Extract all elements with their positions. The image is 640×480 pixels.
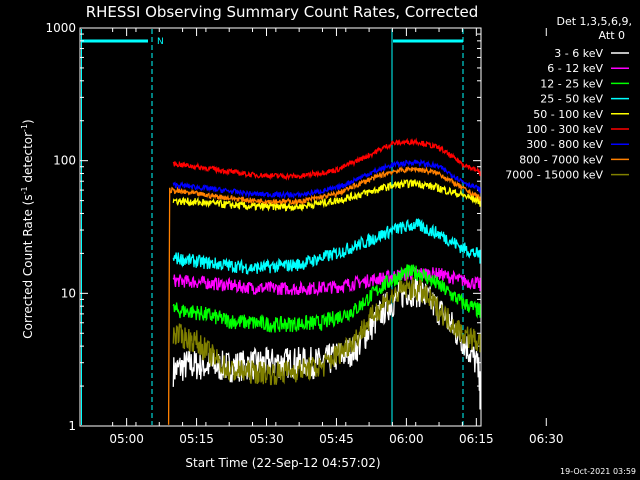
x-tick-label: 06:30 xyxy=(529,432,564,446)
series-line-7 xyxy=(167,165,481,425)
legend-label: 6 - 12 keV xyxy=(547,62,603,75)
series-line-1 xyxy=(172,266,481,297)
legend-label: 3 - 6 keV xyxy=(554,47,603,60)
plot-area: N xyxy=(79,27,547,427)
legend-header-line2: Att 0 xyxy=(599,29,625,42)
x-tick-label: 05:30 xyxy=(249,432,284,446)
chart-title: RHESSI Observing Summary Count Rates, Co… xyxy=(86,3,479,21)
plot-frame xyxy=(79,27,482,427)
legend-label: 50 - 100 keV xyxy=(533,108,603,121)
night-marker-label: N xyxy=(157,37,164,47)
series-line-6 xyxy=(172,158,481,200)
legend-label: 25 - 50 keV xyxy=(540,93,603,106)
x-tick-label: 05:45 xyxy=(319,432,354,446)
series-line-2 xyxy=(172,264,481,333)
series-line-8 xyxy=(172,277,481,386)
series-line-3 xyxy=(172,217,481,276)
y-tick-label: 10 xyxy=(61,286,76,300)
y-tick-label: 1000 xyxy=(45,21,76,35)
legend: Det 1,3,5,6,9, Att 0 3 - 6 keV 6 - 12 keV… xyxy=(505,15,632,182)
legend-header-line1: Det 1,3,5,6,9, xyxy=(556,15,632,28)
y-tick-label: 1 xyxy=(68,419,76,433)
legend-label: 7000 - 15000 keV xyxy=(505,169,603,182)
y-axis-label: Corrected Count Rate (s-1 detector-1) xyxy=(20,119,35,338)
series-line-0 xyxy=(172,276,481,410)
legend-label: 300 - 800 keV xyxy=(526,138,603,151)
legend-label: 12 - 25 keV xyxy=(540,77,603,90)
legend-label: 100 - 300 keV xyxy=(526,123,603,136)
x-tick-label: 05:15 xyxy=(179,432,214,446)
timestamp: 19-Oct-2021 03:59 xyxy=(560,467,636,476)
y-tick-label: 100 xyxy=(53,154,76,168)
x-axis-label: Start Time (22-Sep-12 04:57:02) xyxy=(185,456,380,470)
series-line-5 xyxy=(172,137,481,181)
x-tick-label: 06:00 xyxy=(389,432,424,446)
x-tick-label: 05:00 xyxy=(109,432,144,446)
legend-label: 800 - 7000 keV xyxy=(519,153,603,166)
series-line-4 xyxy=(172,178,481,212)
x-tick-label: 06:15 xyxy=(459,432,494,446)
